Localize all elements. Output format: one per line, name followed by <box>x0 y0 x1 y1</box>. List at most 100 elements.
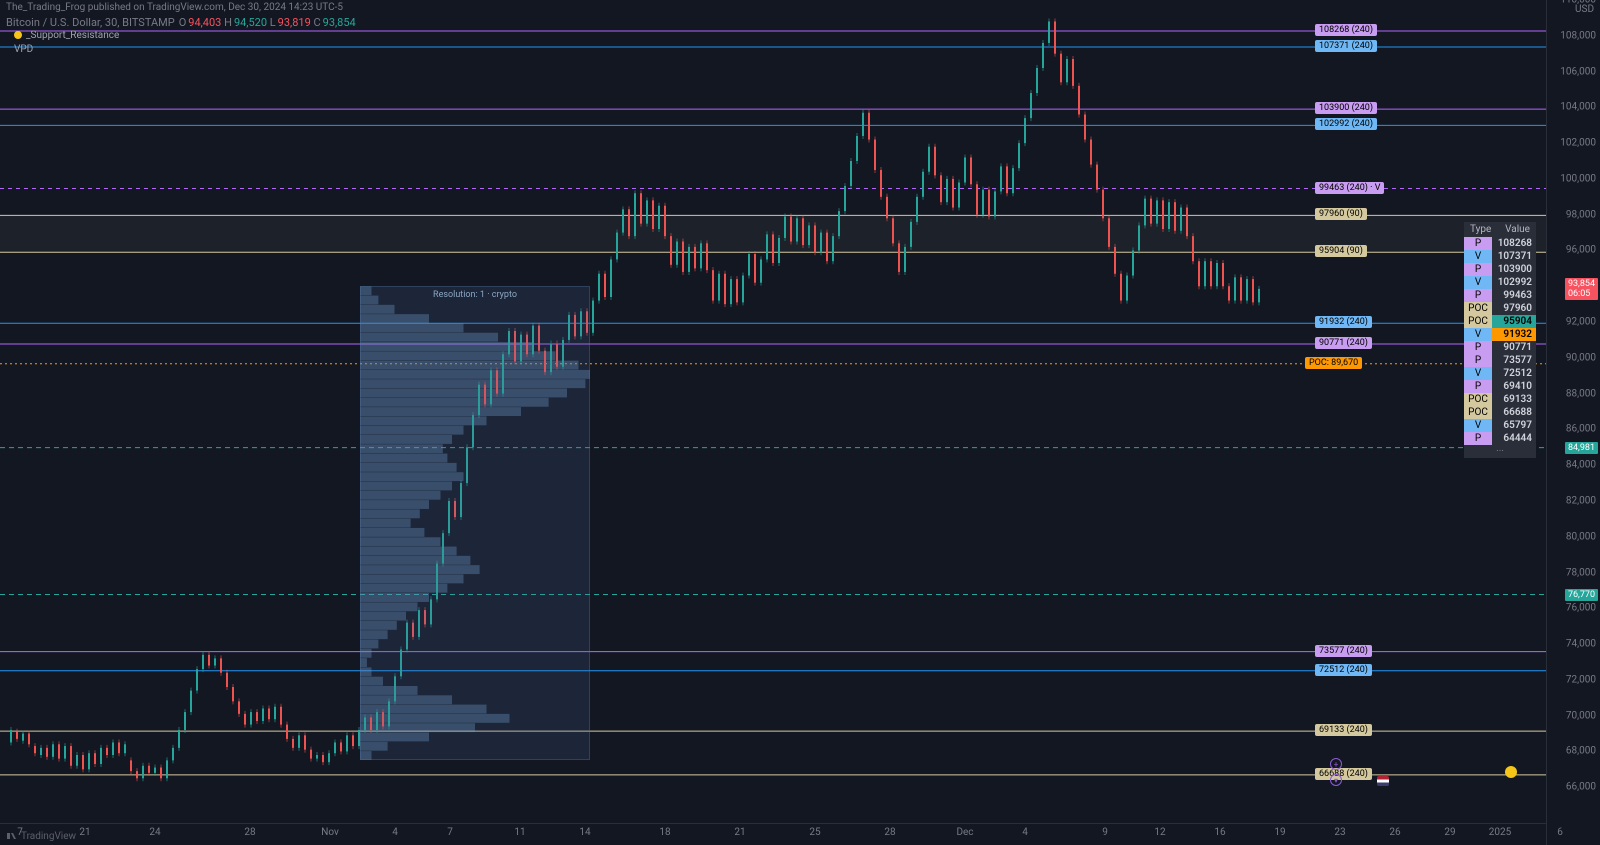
table-row: POC97960 <box>1464 302 1536 315</box>
x-tick: 9 <box>1102 827 1108 838</box>
table-row: P90771 <box>1464 341 1536 354</box>
price-level-tag: 91932 (240) <box>1315 316 1372 328</box>
indicator-label-vpd[interactable]: VPD <box>14 44 33 55</box>
circle-down-icon[interactable]: ▾ <box>1330 774 1342 786</box>
volume-profile-label: Resolution: 1 · crypto <box>433 290 517 300</box>
table-row: POC66688 <box>1464 406 1536 419</box>
y-marker: 76,770 <box>1565 589 1598 601</box>
x-tick: 16 <box>1214 827 1225 838</box>
y-tick: 78,000 <box>1566 567 1596 578</box>
table-row: P73577 <box>1464 354 1536 367</box>
ohlc-close: 93,854 <box>323 16 356 29</box>
y-tick: 88,000 <box>1566 388 1596 399</box>
y-tick: 110,000 <box>1560 0 1596 6</box>
y-tick: 68,000 <box>1566 746 1596 757</box>
price-level-tag: 108268 (240) <box>1315 24 1377 36</box>
symbol-ohlc: Bitcoin / U.S. Dollar, 30, BITSTAMP O94,… <box>6 16 356 29</box>
y-tick: 102,000 <box>1560 138 1596 149</box>
y-tick: 104,000 <box>1560 102 1596 113</box>
x-tick: 4 <box>1022 827 1028 838</box>
y-tick: 98,000 <box>1566 209 1596 220</box>
x-tick: 26 <box>1389 827 1400 838</box>
x-tick: 18 <box>659 827 670 838</box>
x-tick: 4 <box>392 827 398 838</box>
x-tick: 29 <box>1444 827 1455 838</box>
indicator-label-sr[interactable]: _Support_Resistance <box>14 30 119 41</box>
x-tick: 23 <box>1334 827 1345 838</box>
y-tick: 76,000 <box>1566 603 1596 614</box>
price-level-tag: 69133 (240) <box>1315 724 1372 736</box>
ohlc-low: 93,819 <box>278 16 311 29</box>
publisher-info: The_Trading_Frog published on TradingVie… <box>6 2 343 13</box>
price-level-tag: 102992 (240) <box>1315 118 1377 130</box>
y-tick: 108,000 <box>1560 30 1596 41</box>
symbol[interactable]: Bitcoin / U.S. Dollar, 30, BITSTAMP <box>6 16 175 29</box>
x-tick: 12 <box>1154 827 1165 838</box>
price-level-tag: 95904 (90) <box>1315 245 1367 257</box>
price-level-tag: 66688 (240) <box>1315 768 1372 780</box>
coin-icon <box>1505 766 1517 778</box>
table-header-type: Type <box>1464 222 1492 237</box>
x-tick: Dec <box>956 827 973 838</box>
y-tick: 86,000 <box>1566 424 1596 435</box>
volume-profile-box[interactable]: Resolution: 1 · crypto <box>360 286 590 760</box>
price-level-tag: 99463 (240) · V <box>1315 182 1384 194</box>
y-tick: 72,000 <box>1566 674 1596 685</box>
y-axis[interactable]: USD 66,000 68,000 70,000 72,000 74,000 76,000… <box>1546 0 1600 845</box>
table-header-value: Value <box>1492 222 1536 237</box>
x-tick: 2025 <box>1489 827 1511 838</box>
y-tick: 106,000 <box>1560 66 1596 77</box>
x-tick: 21 <box>79 827 90 838</box>
y-tick: 96,000 <box>1566 245 1596 256</box>
price-level-tag: POC: 89,670 <box>1305 357 1362 369</box>
ohlc-open: 94,403 <box>188 16 221 29</box>
y-tick: 100,000 <box>1560 173 1596 184</box>
table-row: P108268 <box>1464 237 1536 250</box>
price-level-tag: 97960 (90) <box>1315 208 1367 220</box>
price-level-tag: 73577 (240) <box>1315 645 1372 657</box>
price-level-tag: 72512 (240) <box>1315 664 1372 676</box>
indicator-dot-icon <box>14 31 22 39</box>
x-tick: 28 <box>884 827 895 838</box>
table-row: P69410 <box>1464 380 1536 393</box>
y-tick: 66,000 <box>1566 782 1596 793</box>
circle-plus-icon[interactable]: + <box>1330 758 1342 770</box>
y-tick: 92,000 <box>1566 317 1596 328</box>
table-row: V91932 <box>1464 328 1536 341</box>
table-row: P103900 <box>1464 263 1536 276</box>
table-row: V107371 <box>1464 250 1536 263</box>
y-tick: 80,000 <box>1566 531 1596 542</box>
y-tick: 74,000 <box>1566 639 1596 650</box>
x-tick: 19 <box>1274 827 1285 838</box>
flag-icon <box>1377 776 1389 786</box>
price-level-tag: 103900 (240) <box>1315 102 1377 114</box>
x-tick: 21 <box>734 827 745 838</box>
y-tick: 70,000 <box>1566 710 1596 721</box>
type-value-table: Type Value P108268V107371P103900V102992P… <box>1464 222 1536 458</box>
y-tick: 84,000 <box>1566 460 1596 471</box>
table-row: V65797 <box>1464 419 1536 432</box>
table-row: POC95904 <box>1464 315 1536 328</box>
price-level-tag: 90771 (240) <box>1315 337 1372 349</box>
table-row: P99463 <box>1464 289 1536 302</box>
x-tick: 28 <box>244 827 255 838</box>
y-marker: 84,981 <box>1565 442 1598 454</box>
y-tick: 90,000 <box>1566 352 1596 363</box>
x-axis[interactable]: 7212428Nov47111418212528Dec4912161923262… <box>0 823 1546 845</box>
tradingview-branding[interactable]: TradingView <box>6 830 76 842</box>
x-tick: 7 <box>447 827 453 838</box>
table-row: V72512 <box>1464 367 1536 380</box>
tradingview-logo-icon <box>6 830 18 842</box>
ohlc-high: 94,520 <box>234 16 267 29</box>
table-row: P64444 <box>1464 432 1536 445</box>
x-tick: 25 <box>809 827 820 838</box>
x-tick: 24 <box>149 827 160 838</box>
table-row: V102992 <box>1464 276 1536 289</box>
x-tick: Nov <box>321 827 339 838</box>
table-row: POC69133 <box>1464 393 1536 406</box>
x-tick: 6 <box>1557 827 1563 838</box>
y-tick: 82,000 <box>1566 495 1596 506</box>
price-level-tag: 107371 (240) <box>1315 40 1377 52</box>
y-axis-label: USD <box>1575 4 1594 15</box>
table-more[interactable]: ··· <box>1464 445 1536 458</box>
